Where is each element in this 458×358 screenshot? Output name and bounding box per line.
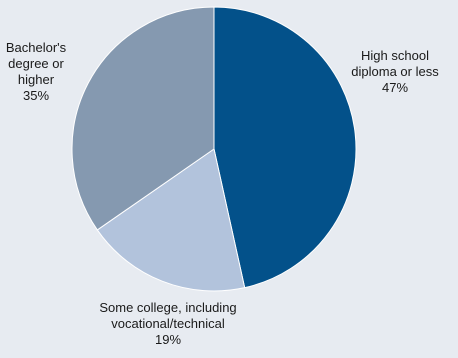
- pie-slice-bachelors: [71, 6, 215, 231]
- slice-label-line: Some college, including: [99, 300, 237, 315]
- slice-label-line: higher: [17, 72, 55, 87]
- slice-label-line: degree or: [8, 56, 64, 71]
- slice-label-high-school: High school diploma or less 47%: [335, 48, 455, 96]
- slice-value-label: 19%: [154, 332, 182, 347]
- slice-label-line: High school: [361, 48, 429, 63]
- slice-label-line: vocational/technical: [111, 316, 225, 331]
- slice-value-label: 35%: [22, 88, 50, 103]
- slice-label-line: Bachelor's: [5, 40, 67, 55]
- pie-slice-high-school: [213, 6, 357, 289]
- slice-label-bachelors: Bachelor's degree or higher 35%: [0, 40, 72, 104]
- slice-label-line: diploma or less: [351, 64, 439, 79]
- pie-slice-some-college: [96, 148, 246, 292]
- slice-value-label: 47%: [381, 80, 409, 95]
- slice-label-some-college: Some college, including vocational/techn…: [68, 300, 268, 348]
